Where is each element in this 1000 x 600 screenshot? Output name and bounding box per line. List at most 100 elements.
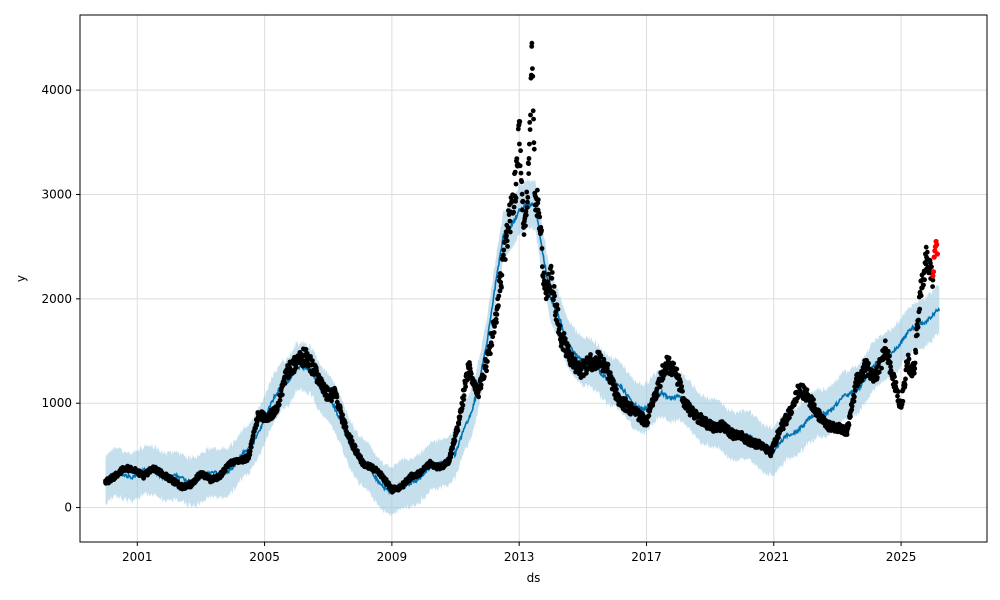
observed-point	[811, 402, 817, 407]
observed-point	[908, 368, 914, 374]
observed-point	[507, 229, 513, 235]
observed-point	[546, 271, 551, 277]
observed-point	[314, 368, 319, 374]
observed-point	[525, 199, 530, 205]
observed-point	[549, 270, 555, 275]
observed-point	[776, 435, 781, 440]
observed-point	[895, 393, 900, 399]
x-tick-label: 2025	[886, 550, 917, 564]
observed-point	[666, 355, 672, 361]
observed-point	[530, 108, 536, 114]
observed-point	[481, 374, 487, 379]
observed-point	[513, 195, 519, 201]
observed-point	[521, 232, 527, 238]
observed-point	[517, 141, 522, 147]
observed-point	[874, 375, 880, 380]
observed-point	[504, 238, 510, 244]
observed-point	[450, 445, 455, 451]
observed-point	[282, 381, 288, 386]
observed-point	[255, 418, 260, 424]
observed-point	[523, 209, 529, 214]
y-axis-label: y	[14, 275, 28, 282]
observed-point	[678, 380, 683, 385]
y-tick-label: 4000	[41, 83, 72, 97]
x-tick-label: 2017	[631, 550, 662, 564]
observed-point	[555, 306, 561, 312]
observed-point	[539, 264, 545, 270]
observed-point	[343, 424, 349, 430]
forecast-point	[930, 273, 936, 279]
observed-point	[476, 394, 481, 400]
observed-point	[517, 119, 523, 124]
observed-point	[279, 392, 285, 398]
observed-point	[539, 228, 544, 233]
observed-point	[461, 397, 467, 402]
observed-point	[549, 275, 555, 281]
observed-point	[811, 397, 816, 402]
observed-point	[572, 356, 578, 362]
observed-point	[504, 233, 509, 238]
observed-point	[915, 332, 920, 338]
observed-point	[457, 414, 463, 419]
x-tick-label: 2005	[249, 550, 280, 564]
observed-point	[293, 365, 299, 370]
observed-point	[912, 360, 918, 366]
observed-point	[489, 342, 495, 348]
observed-point	[517, 163, 523, 169]
observed-point	[491, 330, 497, 335]
observed-point	[912, 366, 918, 371]
observed-point	[535, 200, 541, 206]
observed-point	[276, 402, 282, 408]
observed-point	[888, 364, 893, 370]
observed-point	[531, 140, 537, 146]
forecast-point	[930, 269, 937, 275]
observed-point	[507, 218, 513, 224]
observed-point	[534, 196, 539, 202]
observed-point	[607, 370, 613, 376]
observed-point	[921, 282, 926, 288]
observed-point	[551, 284, 557, 289]
observed-point	[223, 468, 228, 474]
observed-point	[525, 195, 531, 200]
observed-point	[679, 384, 685, 389]
observed-point	[628, 401, 634, 406]
observed-point	[895, 389, 901, 394]
observed-point	[852, 388, 858, 393]
observed-point	[887, 360, 893, 365]
observed-point	[528, 112, 533, 118]
observed-point	[531, 146, 537, 152]
observed-point	[905, 360, 911, 366]
observed-point	[588, 352, 593, 357]
observed-point	[548, 263, 554, 269]
observed-point	[569, 351, 575, 357]
observed-point	[557, 323, 563, 329]
observed-point	[512, 169, 518, 175]
observed-point	[552, 293, 557, 299]
observed-point	[924, 249, 930, 255]
observed-point	[484, 358, 490, 364]
observed-point	[494, 312, 500, 317]
observed-point	[539, 246, 545, 251]
observed-point	[496, 293, 502, 299]
observed-point	[511, 209, 517, 215]
observed-point	[505, 244, 510, 249]
observed-point	[848, 414, 853, 419]
observed-point	[524, 205, 530, 211]
observed-point	[248, 444, 254, 450]
observed-point	[851, 398, 857, 404]
observed-point	[329, 398, 334, 404]
observed-point	[488, 351, 493, 357]
observed-point	[303, 347, 309, 352]
observed-point	[900, 398, 906, 404]
observed-point	[503, 229, 509, 235]
observed-point	[492, 324, 497, 329]
observed-points	[103, 40, 936, 495]
observed-point	[348, 434, 354, 440]
observed-point	[494, 320, 499, 325]
observed-point	[554, 302, 560, 308]
observed-point	[526, 161, 531, 167]
observed-point	[511, 204, 517, 210]
observed-point	[519, 191, 525, 197]
observed-point	[902, 382, 908, 388]
